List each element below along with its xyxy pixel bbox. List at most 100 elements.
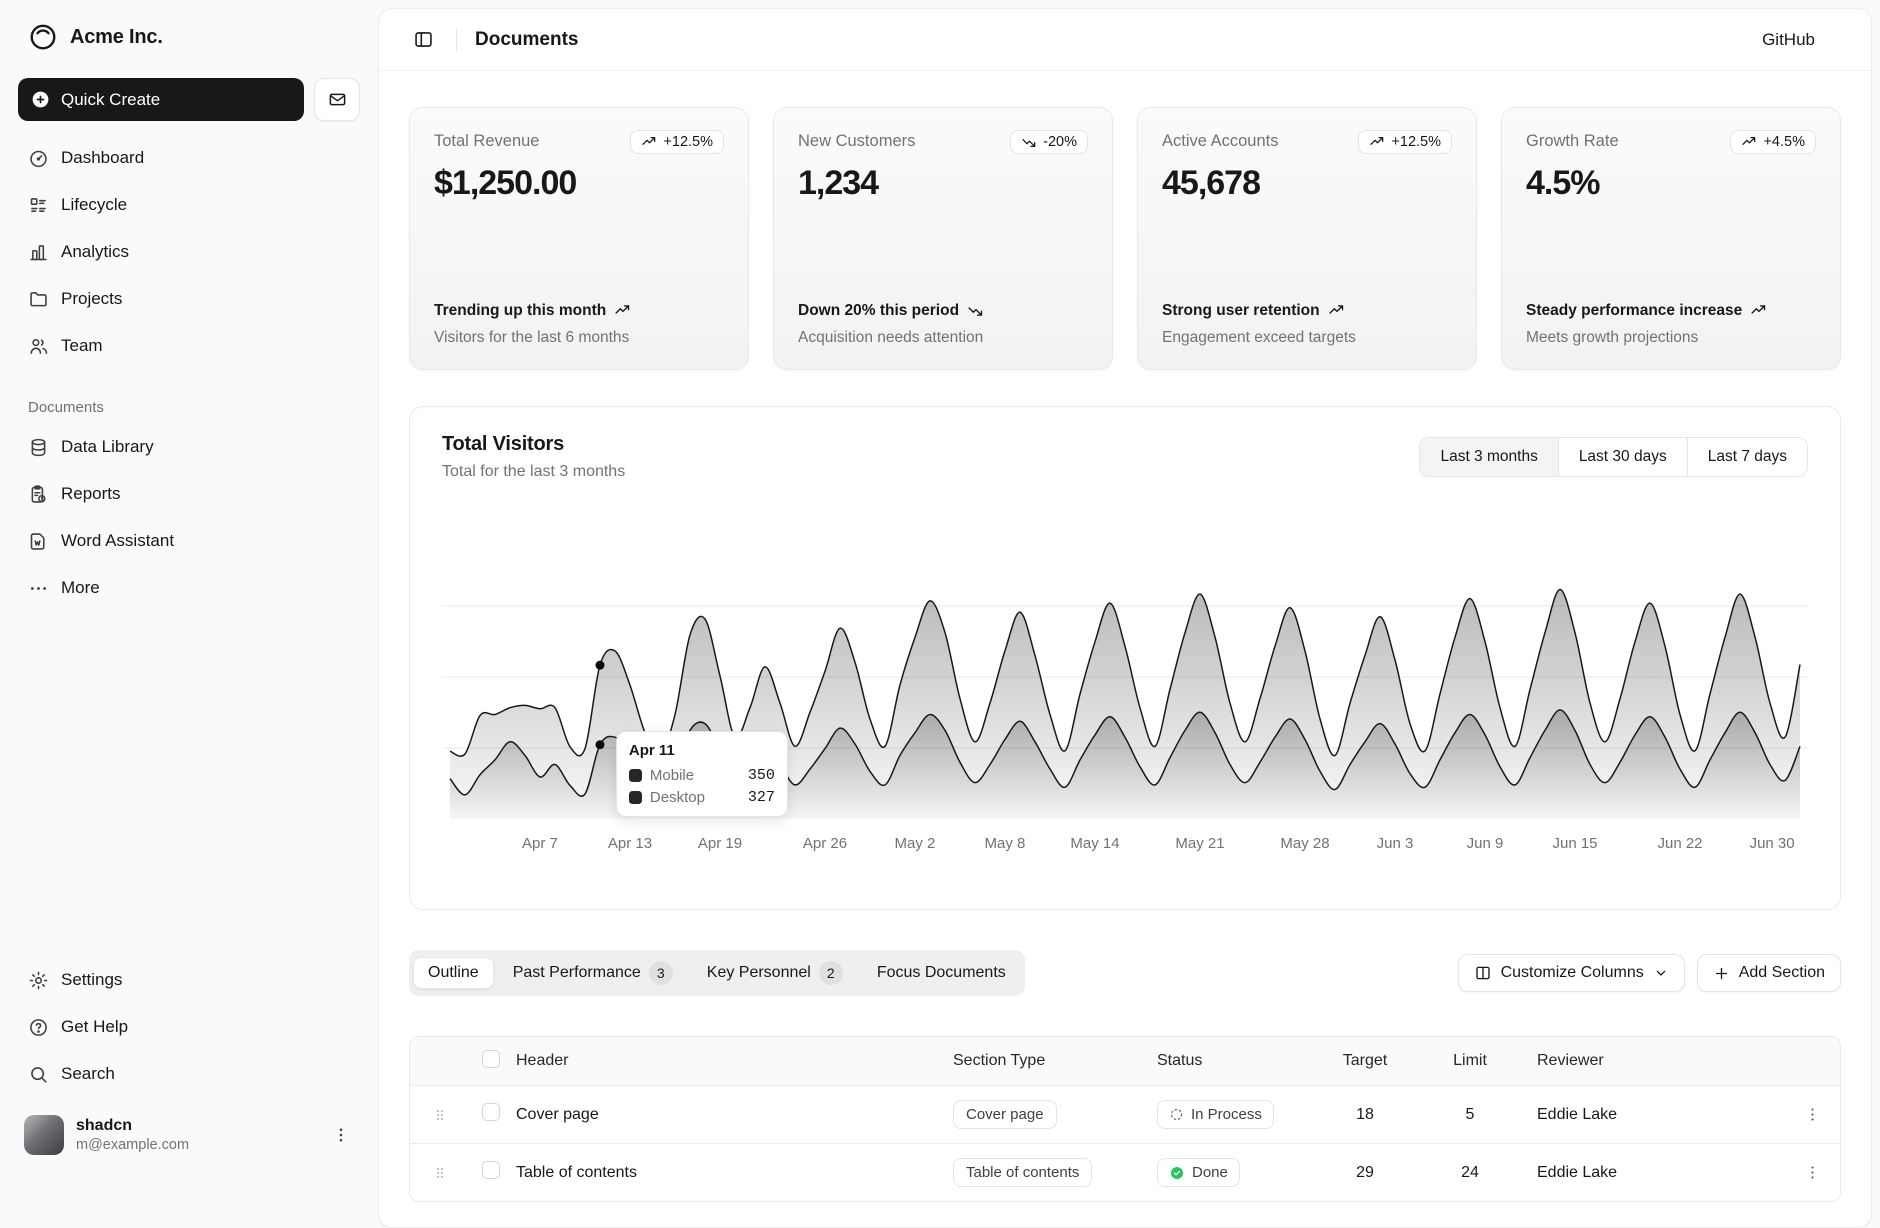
- trending-up-icon: [1741, 134, 1757, 150]
- help-icon: [28, 1017, 49, 1038]
- sidebar-item-data-library[interactable]: Data Library: [18, 428, 360, 466]
- chevron-down-icon: [1653, 965, 1669, 981]
- col-status: Status: [1157, 1052, 1203, 1069]
- topbar: Documents GitHub: [379, 9, 1871, 71]
- select-all-checkbox[interactable]: [482, 1049, 500, 1068]
- stat-card-total-revenue: Total Revenue +12.5% $1,250.00 Trending …: [409, 107, 749, 370]
- github-link[interactable]: GitHub: [1762, 29, 1815, 49]
- circle-plus-icon: [30, 89, 51, 110]
- analytics-icon: [28, 242, 49, 263]
- user-menu[interactable]: shadcn m@example.com: [18, 1109, 360, 1161]
- sidebar-item-word-assistant[interactable]: Word Assistant: [18, 522, 360, 560]
- row-kebab-icon[interactable]: [1784, 1106, 1840, 1123]
- row-kebab-icon[interactable]: [1784, 1164, 1840, 1181]
- search-icon: [28, 1064, 49, 1085]
- limit-cell[interactable]: 24: [1461, 1163, 1479, 1181]
- stat-value: 1,234: [798, 164, 879, 202]
- target-cell[interactable]: 18: [1356, 1105, 1374, 1123]
- brand[interactable]: Acme Inc.: [18, 14, 360, 60]
- tab-key-personnel[interactable]: Key Personnel 2: [692, 954, 858, 992]
- tab-focus-documents[interactable]: Focus Documents: [876, 964, 1006, 981]
- tab-count-badge: 3: [648, 961, 673, 985]
- row-header-cell[interactable]: Table of contents: [516, 1163, 637, 1181]
- tab-past-performance[interactable]: Past Performance 3: [498, 954, 688, 992]
- customize-columns-button[interactable]: Customize Columns: [1457, 954, 1685, 992]
- stat-label: Active Accounts: [1162, 132, 1279, 150]
- tab-outline[interactable]: Outline: [413, 957, 494, 989]
- col-reviewer: Reviewer: [1537, 1052, 1604, 1069]
- row-checkbox[interactable]: [482, 1103, 500, 1121]
- reviewer-cell[interactable]: Eddie Lake: [1537, 1163, 1618, 1181]
- inbox-button[interactable]: [314, 78, 360, 121]
- sidebar-item-projects[interactable]: Projects: [18, 280, 360, 318]
- sidebar-item-search[interactable]: Search: [18, 1055, 360, 1093]
- user-email: m@example.com: [76, 1137, 190, 1153]
- sidebar-item-label: Dashboard: [61, 148, 145, 167]
- panel-left-icon[interactable]: [409, 25, 438, 54]
- col-header: Header: [516, 1052, 569, 1069]
- row-header-cell[interactable]: Cover page: [516, 1105, 599, 1123]
- sidebar-item-label: Analytics: [61, 242, 130, 261]
- user-name: shadcn: [76, 1117, 133, 1134]
- section-type-badge: Cover page: [953, 1100, 1057, 1129]
- drag-handle-icon[interactable]: [410, 1165, 470, 1181]
- sidebar-item-settings[interactable]: Settings: [18, 961, 360, 999]
- quick-create-button[interactable]: Quick Create: [18, 78, 304, 121]
- stat-value: $1,250.00: [434, 164, 577, 202]
- sidebar-item-dashboard[interactable]: Dashboard: [18, 139, 360, 177]
- sidebar-item-more[interactable]: More: [18, 569, 360, 607]
- table-row[interactable]: Table of contents Table of contents Done…: [410, 1143, 1840, 1201]
- plus-icon: [1713, 965, 1730, 982]
- word-file-icon: [28, 531, 49, 552]
- drag-handle-icon[interactable]: [410, 1107, 470, 1123]
- reviewer-cell[interactable]: Eddie Lake: [1537, 1105, 1618, 1123]
- users-icon: [28, 336, 49, 357]
- folder-icon: [28, 289, 49, 310]
- x-tick-label: May 8: [984, 835, 1026, 852]
- sidebar-item-lifecycle[interactable]: Lifecycle: [18, 186, 360, 224]
- sidebar-item-analytics[interactable]: Analytics: [18, 233, 360, 271]
- kebab-icon[interactable]: [328, 1122, 354, 1148]
- add-section-button[interactable]: Add Section: [1696, 954, 1841, 992]
- sidebar-item-team[interactable]: Team: [18, 327, 360, 365]
- chart-title: Total Visitors: [442, 433, 565, 455]
- col-limit: Limit: [1453, 1052, 1487, 1069]
- trending-up-icon: [1328, 302, 1345, 319]
- trending-up-icon: [1369, 134, 1385, 150]
- x-tick-label: Jun 9: [1466, 835, 1504, 852]
- limit-cell[interactable]: 5: [1465, 1105, 1475, 1123]
- sidebar-item-reports[interactable]: Reports: [18, 475, 360, 513]
- table-header-row: Header Section Type Status Target Limit …: [410, 1037, 1840, 1085]
- x-axis-ticks: Apr 7 Apr 13 Apr 19 Apr 26 May 2 May 8 May 14 M…: [442, 835, 1808, 861]
- x-tick-label: Apr 26: [802, 835, 848, 852]
- check-circle-icon: [1169, 1165, 1185, 1181]
- sidebar-item-label: Settings: [61, 970, 123, 989]
- trend-badge: +4.5%: [1730, 130, 1816, 154]
- report-icon: [28, 484, 49, 505]
- dashboard-icon: [28, 148, 49, 169]
- sidebar-item-get-help[interactable]: Get Help: [18, 1008, 360, 1046]
- trending-down-icon: [1021, 134, 1037, 150]
- trending-up-icon: [614, 302, 631, 319]
- x-tick-label: May 2: [894, 835, 936, 852]
- range-last-30-days[interactable]: Last 30 days: [1557, 438, 1687, 476]
- stat-cards: Total Revenue +12.5% $1,250.00 Trending …: [409, 107, 1841, 370]
- row-checkbox[interactable]: [482, 1161, 500, 1179]
- x-tick-label: Jun 22: [1657, 835, 1703, 852]
- range-last-3-months[interactable]: Last 3 months: [1420, 438, 1558, 476]
- stat-value: 4.5%: [1526, 164, 1601, 202]
- sidebar-item-label: More: [61, 578, 100, 597]
- target-cell[interactable]: 29: [1356, 1163, 1374, 1181]
- mail-icon: [328, 90, 347, 109]
- sidebar-item-label: Word Assistant: [61, 531, 175, 550]
- x-tick-label: Jun 30: [1749, 835, 1795, 852]
- sidebar-item-label: Data Library: [61, 437, 154, 456]
- stat-label: Growth Rate: [1526, 132, 1619, 150]
- chart-subtitle: Total for the last 3 months: [442, 463, 626, 480]
- range-last-7-days[interactable]: Last 7 days: [1686, 438, 1807, 476]
- table-row[interactable]: Cover page Cover page In Process 18 5 Ed…: [410, 1085, 1840, 1143]
- sidebar-item-label: Lifecycle: [61, 195, 128, 214]
- sidebar-item-label: Projects: [61, 289, 123, 308]
- x-tick-label: May 21: [1175, 835, 1225, 852]
- visitors-chart-card: Total Visitors Total for the last 3 mont…: [409, 406, 1841, 910]
